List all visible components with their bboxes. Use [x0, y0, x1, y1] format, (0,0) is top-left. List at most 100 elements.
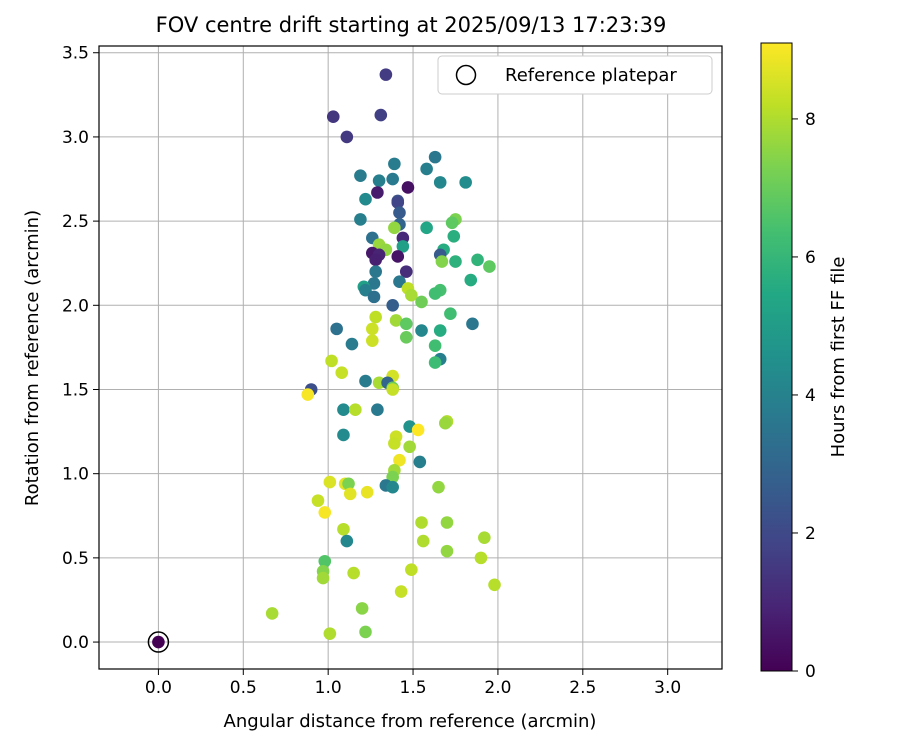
data-point: [347, 566, 360, 580]
data-point: [388, 157, 401, 171]
data-point: [413, 455, 427, 469]
data-point: [359, 192, 372, 206]
y-tick-label: 1.0: [62, 465, 89, 485]
data-point: [152, 635, 165, 649]
data-point: [471, 253, 484, 267]
data-point: [391, 250, 405, 263]
data-point: [316, 571, 330, 585]
data-point: [440, 544, 454, 558]
data-point: [488, 578, 501, 592]
legend-reference-marker-icon: [455, 64, 477, 86]
data-point: [366, 322, 379, 336]
data-point: [369, 253, 383, 267]
data-point: [391, 196, 405, 209]
data-point: [399, 265, 413, 278]
x-tick-label: 0.0: [145, 678, 172, 698]
data-point: [359, 374, 372, 388]
points-layer: [152, 68, 501, 649]
data-point: [386, 299, 399, 312]
data-point: [372, 174, 386, 188]
x-tick-label: 2.0: [484, 678, 511, 698]
data-point: [369, 310, 383, 324]
data-point: [394, 585, 408, 598]
data-point: [440, 516, 454, 529]
grid-layer: [99, 46, 722, 669]
data-point: [340, 534, 354, 548]
data-point: [438, 416, 452, 430]
data-point: [318, 506, 332, 519]
data-point: [466, 317, 479, 331]
data-point: [478, 531, 491, 544]
data-point: [323, 475, 337, 489]
data-point: [326, 110, 340, 124]
legend-label: Reference platepar: [505, 65, 677, 86]
data-point: [393, 453, 406, 467]
y-tick-label: 2.0: [62, 296, 89, 316]
chart-title: FOV centre drift starting at 2025/09/13 …: [156, 13, 667, 37]
data-point: [343, 487, 357, 501]
data-point: [416, 534, 430, 548]
x-tick-label: 2.5: [569, 678, 596, 698]
data-point: [355, 602, 369, 615]
data-point: [311, 494, 325, 507]
data-point: [449, 255, 462, 268]
y-tick-label: 0.0: [62, 633, 89, 653]
data-point: [444, 307, 457, 321]
colorbar-tick-label: 8: [805, 110, 816, 130]
data-point: [342, 477, 355, 491]
reference-marker-layer: [147, 631, 170, 653]
data-point: [369, 265, 383, 278]
x-tick-label: 1.5: [400, 678, 427, 698]
data-point: [405, 563, 418, 576]
data-point: [428, 287, 442, 300]
y-tick-label: 1.5: [62, 380, 89, 400]
data-point: [386, 470, 399, 484]
data-point: [371, 403, 384, 416]
data-point: [433, 324, 447, 337]
data-point: [401, 181, 415, 194]
data-point: [371, 186, 384, 199]
y-axis-label: Rotation from reference (arcmin): [22, 210, 43, 506]
data-point: [403, 440, 416, 454]
reference-platepar-marker: [147, 631, 170, 653]
data-point: [415, 516, 428, 529]
x-axis-ticks: 0.0 0.5 1.0 1.5 2.0 2.5 3.0: [145, 669, 681, 698]
legend-box: [437, 55, 713, 95]
data-point: [359, 625, 372, 639]
data-point: [359, 283, 372, 297]
data-point: [379, 68, 393, 81]
data-point: [325, 354, 338, 368]
y-tick-label: 0.5: [62, 549, 89, 569]
data-point: [405, 288, 418, 302]
data-point: [432, 480, 445, 494]
data-point: [415, 324, 428, 337]
data-point: [428, 339, 442, 353]
colorbar-tick-label: 4: [805, 386, 816, 406]
data-point: [483, 260, 496, 273]
data-point: [388, 437, 401, 450]
x-tick-label: 1.0: [315, 678, 342, 698]
data-point: [337, 428, 350, 442]
data-point: [464, 273, 478, 287]
data-point: [420, 162, 433, 176]
x-axis-label: Angular distance from reference (arcmin): [224, 711, 597, 732]
data-point: [396, 240, 410, 253]
data-point: [388, 221, 401, 235]
y-tick-label: 3.5: [62, 44, 89, 64]
data-point: [367, 277, 381, 290]
colorbar-ticks: 0 2 4 6 8: [792, 110, 816, 682]
colorbar-tick-label: 2: [805, 524, 816, 544]
data-point: [428, 150, 442, 164]
data-point: [349, 403, 362, 416]
data-point: [474, 551, 488, 565]
data-point: [301, 388, 315, 401]
data-point: [265, 607, 279, 620]
data-point: [428, 356, 442, 369]
data-point: [399, 330, 413, 344]
data-point: [366, 334, 379, 347]
data-point: [360, 485, 374, 499]
y-tick-label: 3.0: [62, 128, 89, 148]
data-point: [399, 317, 413, 331]
